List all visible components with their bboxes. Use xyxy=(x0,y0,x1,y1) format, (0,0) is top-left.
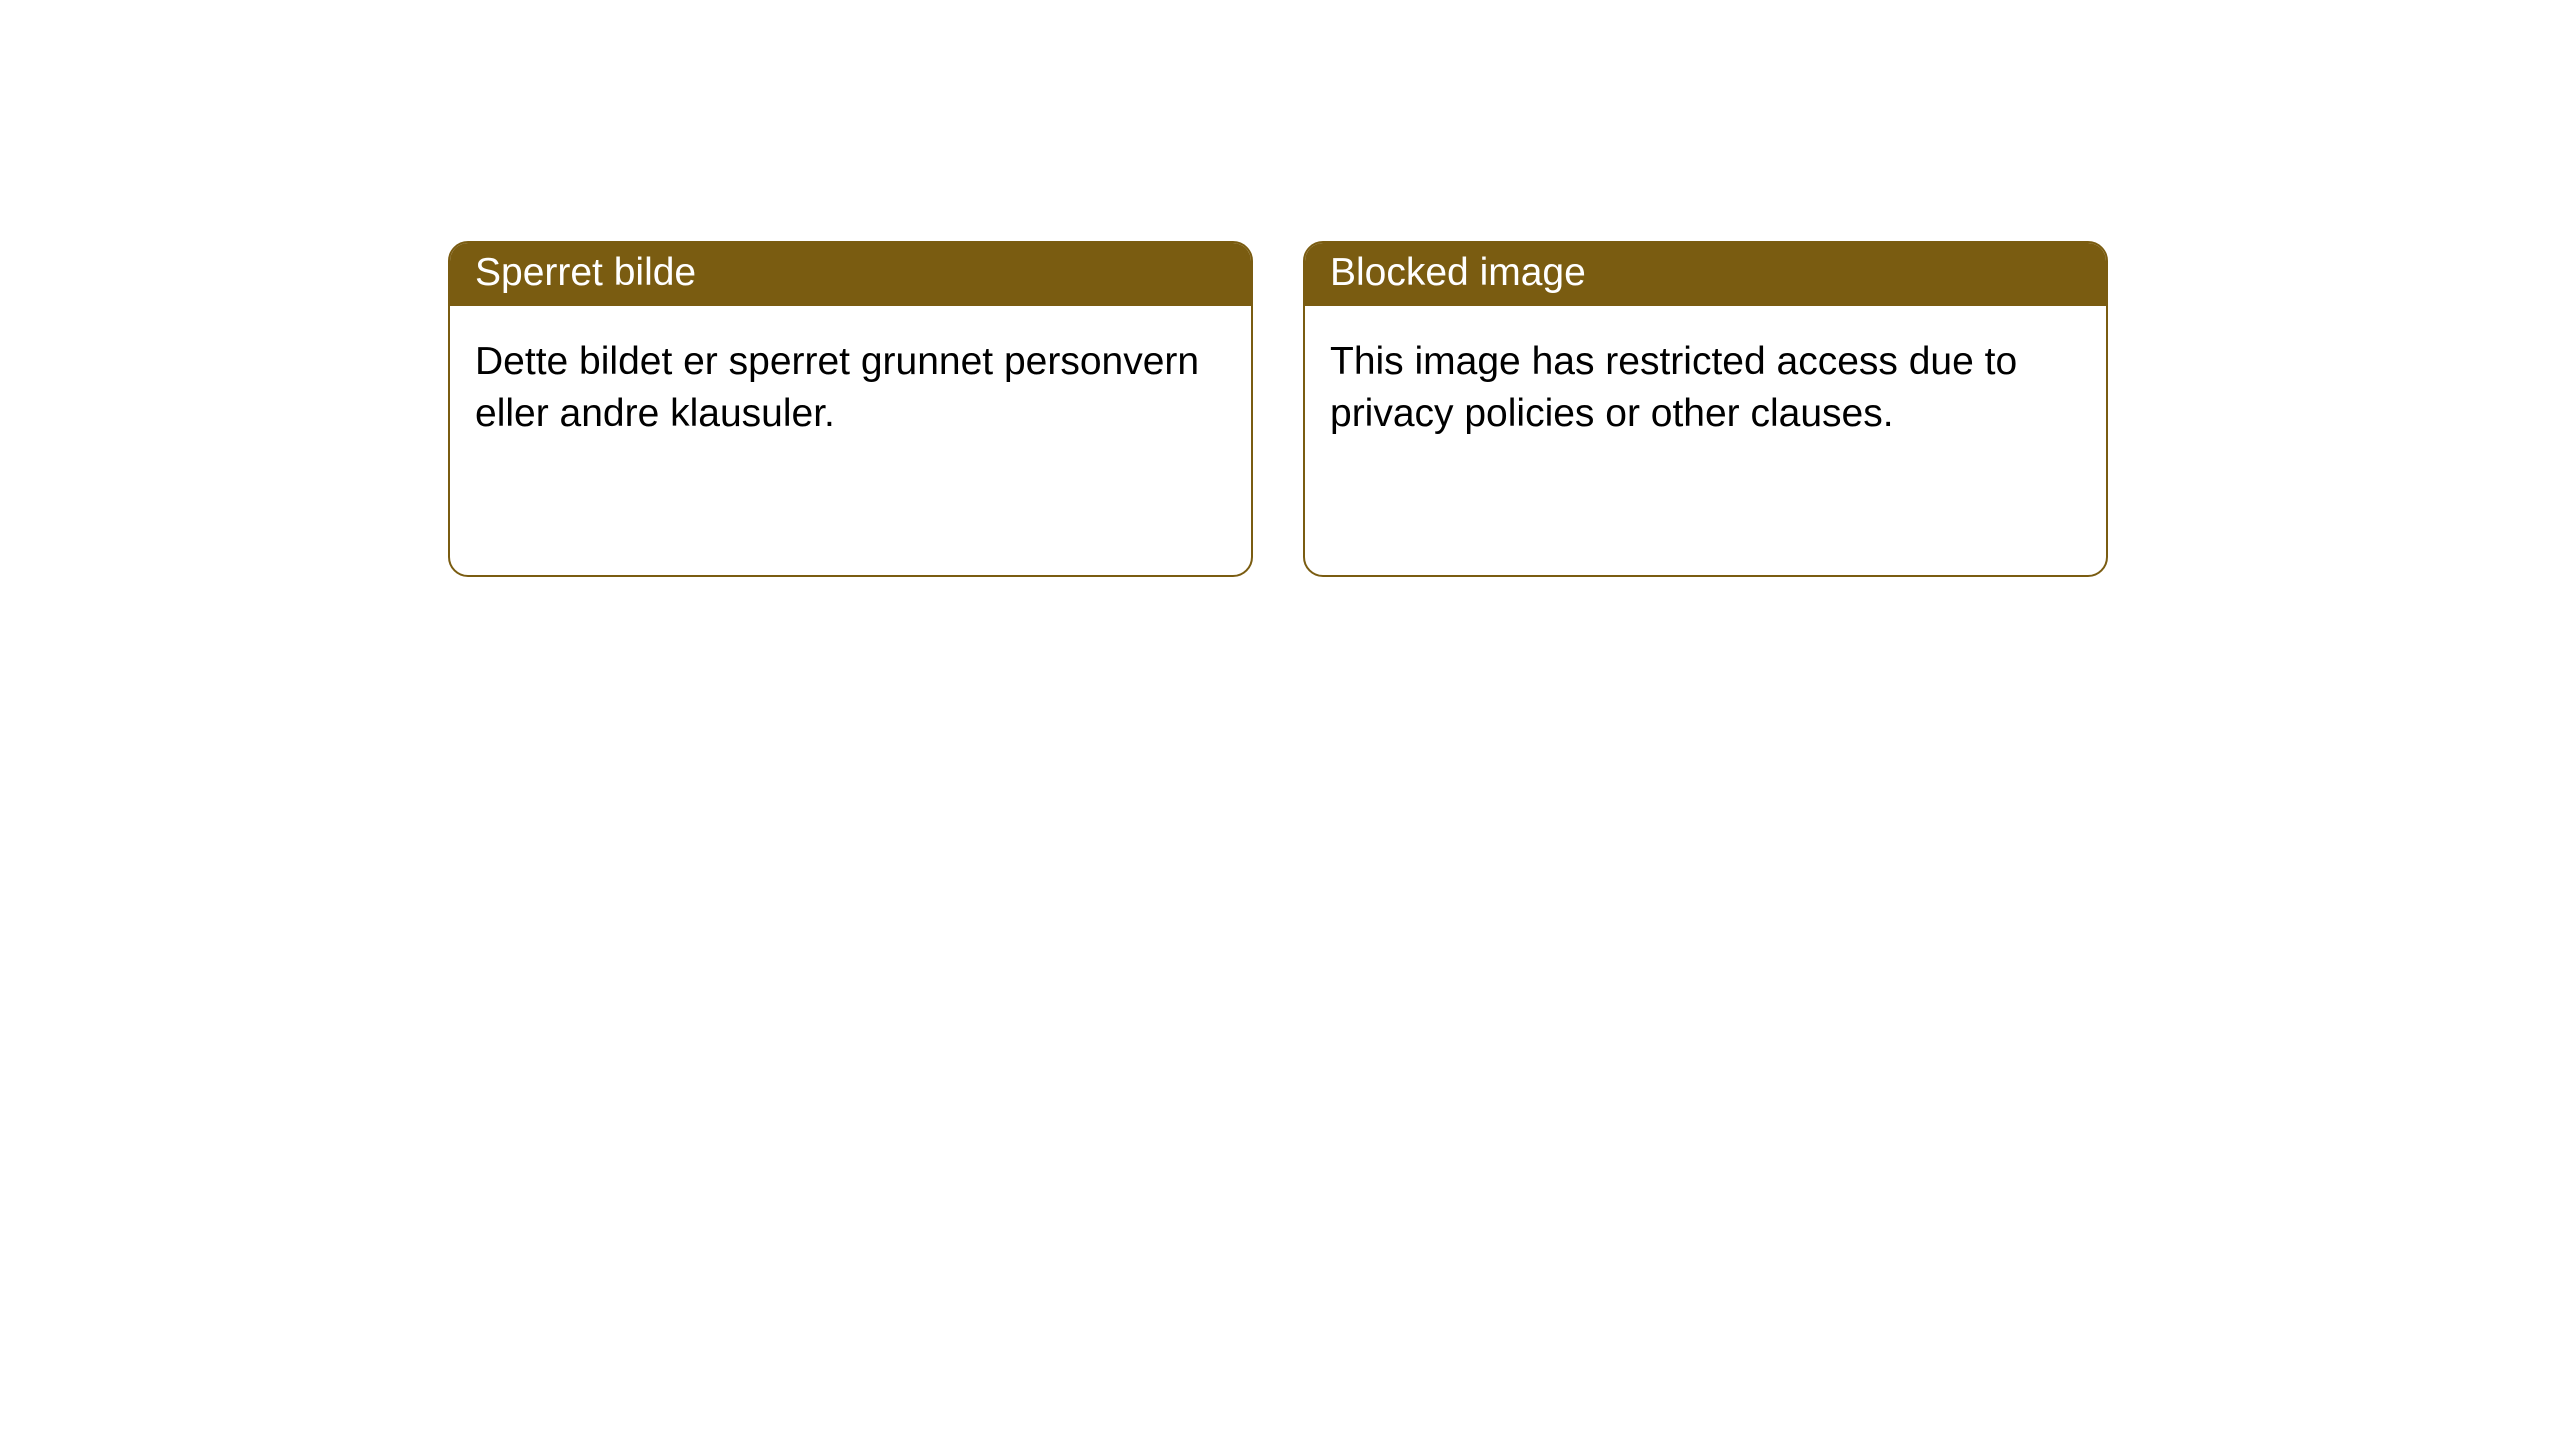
card-body-no: Dette bildet er sperret grunnet personve… xyxy=(450,306,1251,470)
card-message-no: Dette bildet er sperret grunnet personve… xyxy=(475,336,1226,440)
blocked-image-card-no: Sperret bilde Dette bildet er sperret gr… xyxy=(448,241,1253,577)
notice-container: Sperret bilde Dette bildet er sperret gr… xyxy=(0,0,2560,577)
card-header-no: Sperret bilde xyxy=(450,243,1251,306)
card-header-en: Blocked image xyxy=(1305,243,2106,306)
blocked-image-card-en: Blocked image This image has restricted … xyxy=(1303,241,2108,577)
card-title-en: Blocked image xyxy=(1330,251,1586,294)
card-title-no: Sperret bilde xyxy=(475,251,696,294)
card-message-en: This image has restricted access due to … xyxy=(1330,336,2081,440)
card-body-en: This image has restricted access due to … xyxy=(1305,306,2106,470)
